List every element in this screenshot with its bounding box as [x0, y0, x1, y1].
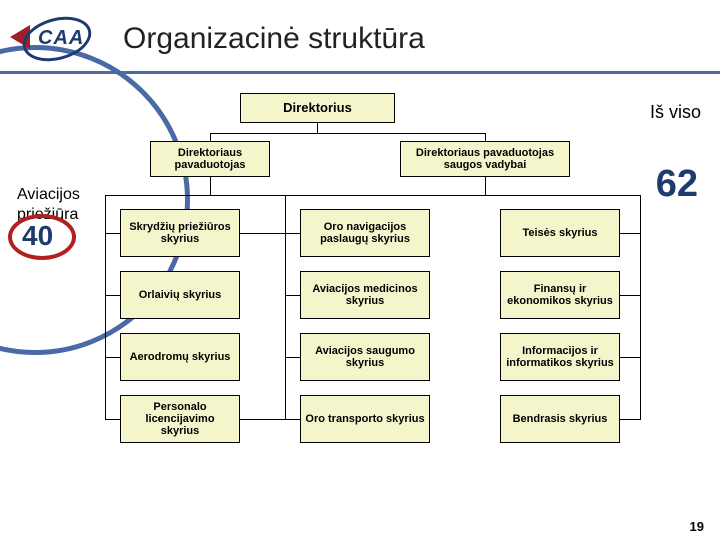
side-label-1: Aviacijos [14, 185, 83, 205]
title-underline [0, 71, 720, 74]
line [620, 233, 640, 234]
total-label: Iš viso [647, 101, 704, 124]
box-deputy-right: Direktoriaus pavaduotojas saugos vadybai [400, 141, 570, 177]
line [210, 177, 211, 195]
highlight-number: 40 [22, 220, 53, 252]
header: CAA Organizacinė struktūra [0, 0, 720, 70]
line [105, 195, 106, 420]
box-c1-r4: Personalo licencijavimo skyrius [120, 395, 240, 443]
logo-text: CAA [38, 27, 84, 50]
line [285, 233, 300, 234]
box-c2-r2: Aviacijos medicinos skyrius [300, 271, 430, 319]
line [105, 357, 120, 358]
box-c3-r1: Teisės skyrius [500, 209, 620, 257]
line [105, 195, 485, 196]
box-c3-r3: Informacijos ir informatikos skyrius [500, 333, 620, 381]
line [285, 419, 300, 420]
page-title: Organizacinė struktūra [123, 22, 425, 56]
line [105, 233, 120, 234]
line [285, 195, 286, 420]
line [105, 295, 120, 296]
line [240, 419, 285, 420]
box-c2-r1: Oro navigacijos paslaugų skyrius [300, 209, 430, 257]
line [105, 419, 120, 420]
line [620, 295, 640, 296]
line [485, 133, 486, 141]
line [485, 177, 486, 195]
line [485, 195, 640, 196]
line [210, 133, 485, 134]
line [640, 195, 641, 420]
line [285, 295, 300, 296]
page-number: 19 [690, 519, 704, 534]
logo-caa: CAA [10, 15, 105, 63]
line [317, 123, 318, 133]
line [210, 133, 211, 141]
box-c1-r1: Skrydžių priežiūros skyrius [120, 209, 240, 257]
box-c1-r3: Aerodromų skyrius [120, 333, 240, 381]
line [620, 419, 640, 420]
box-c1-r2: Orlaivių skyrius [120, 271, 240, 319]
line [285, 357, 300, 358]
line [240, 233, 285, 234]
line [620, 357, 640, 358]
box-director: Direktorius [240, 93, 395, 123]
total-value: 62 [656, 163, 698, 206]
box-c2-r3: Aviacijos saugumo skyrius [300, 333, 430, 381]
box-c2-r4: Oro transporto skyrius [300, 395, 430, 443]
org-chart: Iš viso 62 Aviacijos priežiūra Direktori… [0, 85, 720, 505]
box-c3-r4: Bendrasis skyrius [500, 395, 620, 443]
box-c3-r2: Finansų ir ekonomikos skyrius [500, 271, 620, 319]
box-deputy-left: Direktoriaus pavaduotojas [150, 141, 270, 177]
